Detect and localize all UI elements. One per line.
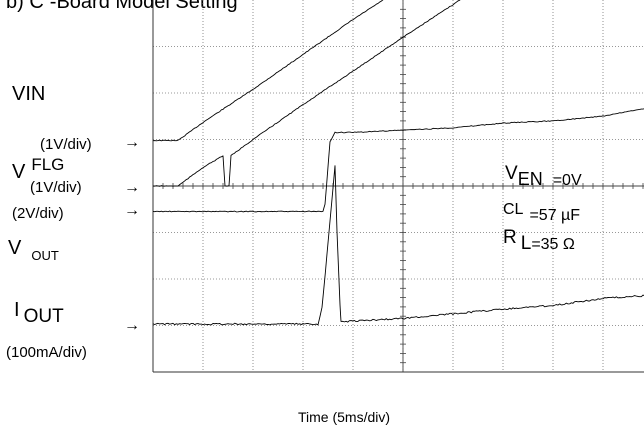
iout-label: I OUT — [14, 299, 64, 326]
annotation-rl-sub: L — [520, 233, 532, 254]
iout-label-sub: OUT — [23, 306, 64, 327]
vout-label-sub: OUT — [31, 248, 59, 263]
vflg-label-sub: FLG — [31, 155, 65, 174]
trace-iout — [152, 165, 644, 326]
annotation-rl: R L=35 Ω — [503, 227, 575, 253]
annotation-ven-value: =0V — [552, 172, 582, 189]
vout-arrow-icon: → — [124, 202, 140, 219]
iout-scale-label: (100mA/div) — [6, 344, 87, 361]
vin-label: VIN — [12, 83, 46, 105]
vin-scale-label: (1V/div) — [40, 136, 92, 153]
annotation-cl: CL =57 µF — [503, 201, 580, 224]
vout-label-main: V — [8, 237, 22, 259]
figure-title-part2: -Board Model Setting — [49, 0, 238, 13]
annotation-rl-main: R — [503, 227, 517, 248]
annotation-ven-sub: EN — [517, 169, 543, 189]
vflg-label-main: V — [12, 161, 26, 183]
vin-arrow-icon: → — [124, 134, 140, 151]
iout-label-main: I — [14, 299, 20, 321]
trace-vflg — [152, 0, 461, 187]
vflg-scale-label: (1V/div) — [30, 179, 82, 196]
vout-scale-label: (2V/div) — [12, 205, 64, 222]
annotation-ven-main: V — [505, 163, 518, 184]
figure-title: b) C -Board Model Setting — [6, 0, 238, 12]
trace-vin — [152, 0, 384, 142]
vout-label: V OUT — [8, 237, 59, 262]
annotation-cl-value: =57 µF — [529, 207, 581, 224]
annotation-ven: VEN =0V — [505, 163, 582, 189]
annotation-cl-main: CL — [503, 201, 524, 218]
trace-vout — [152, 108, 644, 213]
figure-title-part1: b) C — [6, 0, 44, 13]
vflg-label: V FLG — [12, 156, 64, 183]
x-axis-label: Time (5ms/div) — [298, 409, 391, 425]
annotation-rl-value: =35 Ω — [531, 236, 575, 253]
vflg-arrow-icon: → — [124, 179, 140, 196]
iout-arrow-icon: → — [124, 317, 140, 334]
